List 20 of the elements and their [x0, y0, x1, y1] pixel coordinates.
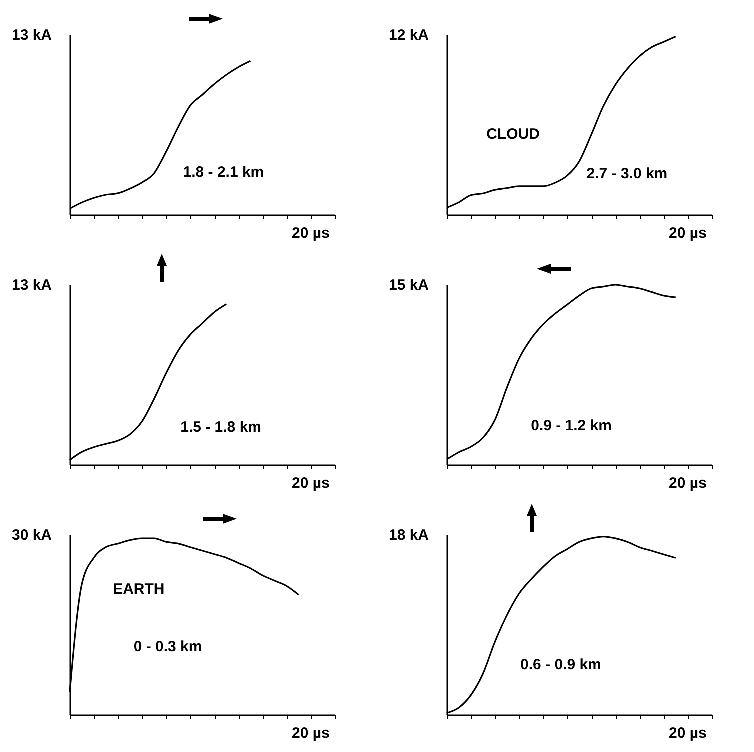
- text: 20 µs: [292, 475, 330, 492]
- text: 20 µs: [668, 225, 707, 242]
- annotation: 0.6 - 0.9 km: [520, 656, 602, 674]
- annotation: 0.9 - 1.2 km: [531, 417, 612, 434]
- text: 15 kA: [388, 277, 430, 294]
- text: 12 kA: [388, 27, 430, 44]
- text: 30 kA: [12, 527, 52, 544]
- annotation: EARTH: [113, 581, 165, 598]
- text: 20 µs: [292, 225, 330, 242]
- annotation: 1.8 - 2.1 km: [183, 164, 264, 181]
- text: 13 kA: [12, 27, 52, 44]
- annotation: 2.7 - 3.0 km: [586, 166, 668, 183]
- annotation: 0 - 0.3 km: [134, 638, 202, 656]
- text: 20 µs: [668, 725, 707, 742]
- text: 20 µs: [292, 725, 330, 742]
- text: 20 µs: [668, 475, 707, 492]
- text: 18 kA: [388, 527, 430, 544]
- annotation: 1.5 - 1.8 km: [180, 419, 262, 436]
- annotation: CLOUD: [486, 126, 540, 143]
- text: 13 kA: [12, 277, 52, 294]
